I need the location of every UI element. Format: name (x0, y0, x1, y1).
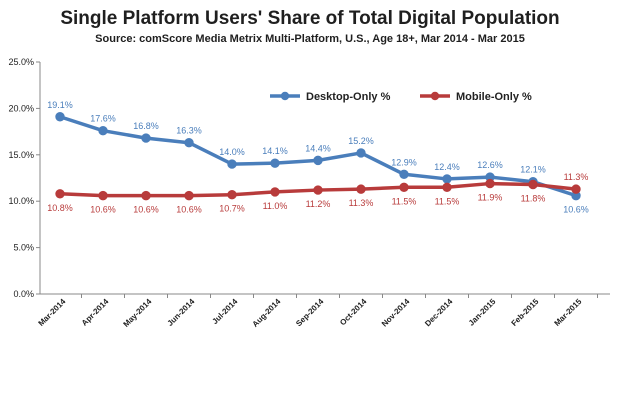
y-tick-label: 25.0% (8, 57, 34, 67)
data-label: 12.9% (391, 157, 417, 167)
data-label: 11.5% (392, 196, 417, 206)
data-point (270, 158, 280, 168)
x-tick-label: Mar-2014 (37, 297, 68, 328)
data-label: 10.7% (219, 204, 245, 214)
data-label: 10.6% (563, 205, 589, 215)
x-tick-label: May-2014 (122, 297, 154, 329)
data-label: 10.6% (90, 205, 116, 215)
legend: Desktop-Only % Mobile-Only % (270, 91, 532, 103)
legend-swatch-marker (430, 91, 440, 101)
data-point (227, 159, 237, 169)
y-tick-label: 20.0% (8, 103, 34, 113)
data-point (98, 190, 108, 201)
data-point (356, 148, 366, 158)
data-point (442, 174, 452, 184)
data-point (442, 182, 452, 192)
data-label: 11.3% (564, 172, 589, 182)
x-tick-label: Jul-2014 (210, 297, 239, 326)
y-tick-label: 10.0% (8, 196, 34, 206)
x-tick-label: Aug-2014 (251, 297, 283, 329)
data-point (399, 169, 409, 179)
x-tick-label: Jan-2015 (467, 297, 498, 328)
x-tick-label: Mar-2015 (553, 297, 584, 328)
data-point (571, 184, 581, 194)
data-point (356, 184, 366, 194)
data-label: 14.4% (305, 143, 331, 153)
data-point (270, 187, 280, 197)
x-tick-label: Jun-2014 (166, 297, 197, 328)
y-tick-label: 5.0% (13, 243, 34, 253)
legend-label: Desktop-Only % (306, 91, 391, 103)
series-desktop-only: 19.1% 17.6% 16.8% 16.3% 14.0% 14.1% 14.4% 15.2%… (47, 100, 589, 215)
data-label: 11.8% (521, 193, 546, 203)
data-label: 14.1% (262, 146, 288, 156)
data-label: 11.5% (435, 196, 460, 206)
data-point (313, 185, 323, 195)
legend-item: Mobile-Only % (420, 91, 532, 103)
data-point (399, 182, 409, 192)
legend-label: Mobile-Only % (456, 91, 532, 103)
data-point (313, 155, 323, 166)
chart-subtitle: Source: comScore Media Metrix Multi-Plat… (95, 33, 525, 45)
y-tick-label: 0.0% (13, 289, 34, 299)
data-label: 17.6% (90, 114, 116, 124)
data-label: 10.6% (176, 205, 202, 215)
data-point (485, 178, 495, 189)
x-tick-label: Feb-2015 (510, 297, 541, 328)
y-tick-label: 15.0% (8, 150, 34, 160)
data-point (227, 190, 237, 200)
legend-item: Desktop-Only % (270, 91, 391, 103)
x-tick-label: Nov-2014 (380, 297, 412, 329)
data-label: 14.0% (219, 147, 245, 157)
data-label: 15.2% (348, 136, 374, 146)
data-point (98, 125, 108, 136)
x-tick-label: Sep-2014 (294, 297, 326, 329)
data-point (184, 138, 194, 148)
data-label: 10.8% (47, 203, 73, 213)
data-label: 12.6% (477, 160, 503, 170)
data-point (55, 112, 65, 122)
data-label: 19.1% (47, 100, 73, 110)
data-label: 16.3% (176, 126, 202, 136)
data-point (55, 189, 65, 199)
chart-title: Single Platform Users' Share of Total Di… (60, 8, 559, 29)
x-tick-label: Oct-2014 (338, 297, 369, 328)
data-label: 11.3% (349, 198, 374, 208)
data-point (528, 179, 538, 190)
data-point (141, 190, 151, 201)
data-point (141, 133, 151, 143)
legend-swatch-marker (280, 91, 290, 101)
data-point (184, 190, 194, 201)
x-tick-label: Dec-2014 (423, 297, 455, 329)
data-label: 10.6% (133, 205, 159, 215)
data-label: 11.0% (263, 201, 288, 211)
series-mobile-only: 10.8% 10.6% 10.6% 10.6% 10.7% 11.0% 11.2% 11.3%… (47, 172, 588, 214)
x-tick-label: Apr-2014 (80, 297, 111, 328)
data-label: 12.1% (520, 165, 546, 175)
data-label: 12.4% (434, 162, 460, 172)
data-label: 11.2% (306, 199, 331, 209)
data-label: 16.8% (133, 121, 159, 131)
data-label: 11.9% (478, 193, 503, 203)
series-layer: 19.1% 17.6% 16.8% 16.3% 14.0% 14.1% 14.4% 15.2%… (47, 100, 589, 215)
